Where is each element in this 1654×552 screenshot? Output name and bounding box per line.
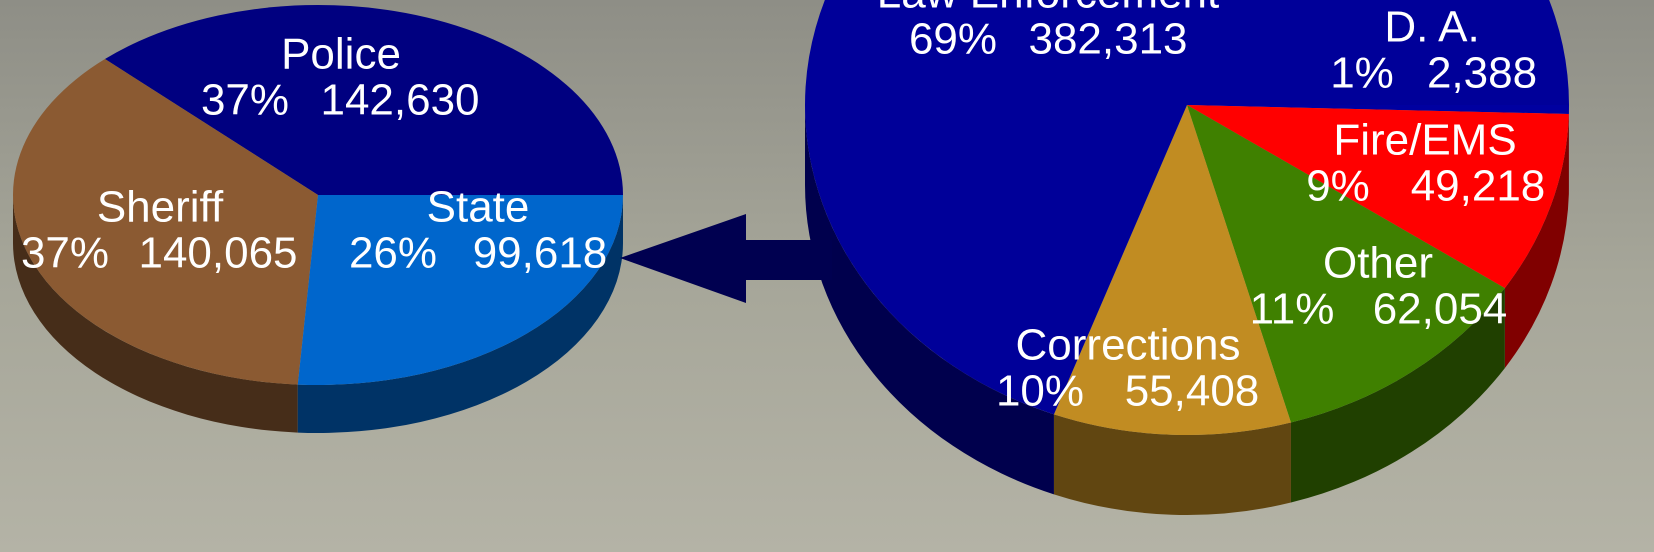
slice-side xyxy=(1290,288,1505,503)
pie-slice xyxy=(1187,105,1569,289)
percent-label: 10% xyxy=(996,367,1084,416)
pie-slice xyxy=(1187,105,1505,423)
percent-label: 37% xyxy=(201,76,289,125)
percent-label: 1% xyxy=(1330,49,1394,98)
slice-side xyxy=(1053,414,1291,515)
slice-side xyxy=(297,195,623,433)
value-label: 62,054 xyxy=(1373,285,1508,334)
value-label: 2,388 xyxy=(1427,49,1537,98)
slice-label: D. A. xyxy=(1384,3,1479,52)
pie-sides xyxy=(13,105,1569,515)
value-label: 142,630 xyxy=(320,76,479,125)
value-label: 382,313 xyxy=(1028,15,1187,64)
pie-slice xyxy=(1187,105,1569,114)
slice-label: State xyxy=(427,183,530,232)
slice-label: Fire/EMS xyxy=(1333,116,1516,165)
value-label: 99,618 xyxy=(473,229,608,278)
percent-label: 11% xyxy=(1250,285,1335,334)
percent-label: 26% xyxy=(349,229,437,278)
pie-slice xyxy=(104,4,623,196)
percent-label: 9% xyxy=(1306,162,1370,211)
slice-label: Corrections xyxy=(1016,321,1241,370)
slice-label: Other xyxy=(1323,239,1433,288)
value-label: 49,218 xyxy=(1411,162,1546,211)
pie-slice xyxy=(1053,105,1291,435)
slice-label: Police xyxy=(281,30,401,79)
slice-side xyxy=(13,195,298,433)
value-label: 55,408 xyxy=(1125,367,1260,416)
slice-label: Law Enforcement xyxy=(877,0,1219,18)
pie-slice xyxy=(12,59,318,385)
arrow xyxy=(620,214,832,303)
slice-label: Sheriff xyxy=(97,183,224,232)
value-label: 140,065 xyxy=(138,229,297,278)
slice-side xyxy=(805,105,1054,495)
pie-tops xyxy=(12,0,1569,435)
pie-slice xyxy=(297,195,623,385)
pie-slice xyxy=(805,0,1569,415)
percent-label: 37% xyxy=(21,229,109,278)
percent-label: 69% xyxy=(909,15,997,64)
slice-side xyxy=(1504,113,1569,369)
